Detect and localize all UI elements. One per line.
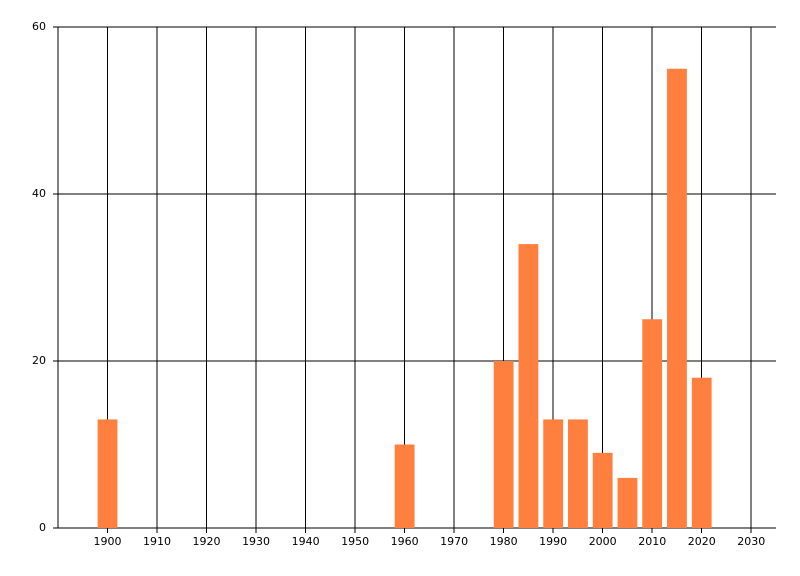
bar (667, 68, 687, 528)
x-tick-label: 1940 (292, 535, 320, 548)
x-tick-label: 1910 (143, 535, 171, 548)
bar (543, 419, 564, 528)
y-tick-label: 0 (39, 521, 46, 534)
bar (97, 419, 118, 528)
x-tick-label: 2020 (688, 535, 716, 548)
x-tick-label: 2030 (737, 535, 765, 548)
x-tick-label: 1950 (341, 535, 369, 548)
x-tick-label: 1980 (490, 535, 518, 548)
bar (617, 477, 638, 528)
x-tick-label: 1960 (391, 535, 419, 548)
y-tick-label: 20 (32, 354, 46, 367)
x-tick-label: 1970 (440, 535, 468, 548)
x-tick-label: 2000 (589, 535, 617, 548)
x-tick-label: 1990 (539, 535, 567, 548)
bar (592, 452, 613, 528)
x-tick-label: 1930 (242, 535, 270, 548)
bar (518, 244, 539, 528)
x-tick-label: 1900 (94, 535, 122, 548)
bar (568, 419, 588, 528)
bar (394, 444, 415, 528)
bar (642, 319, 663, 528)
y-tick-label: 40 (32, 187, 46, 200)
bar (493, 361, 514, 528)
bar (691, 377, 712, 528)
x-tick-label: 1920 (193, 535, 221, 548)
x-tick-label: 2010 (638, 535, 666, 548)
y-tick-label: 60 (32, 20, 46, 33)
